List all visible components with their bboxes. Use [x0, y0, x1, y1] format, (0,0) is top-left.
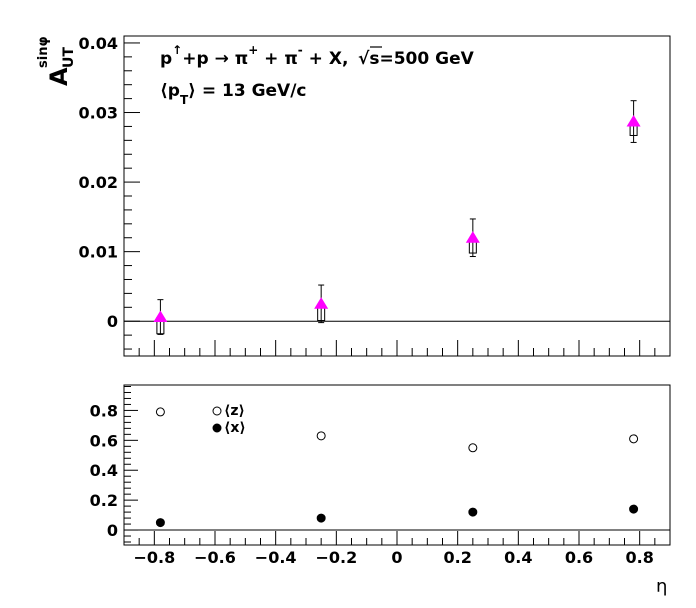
bottom-data-marks [155, 407, 639, 528]
bottom-y-tick-label: 0.8 [90, 401, 118, 420]
legend-label-x: ⟨x⟩ [224, 420, 246, 436]
top-data-marks [153, 100, 641, 335]
x-tick-label: 0.2 [443, 548, 471, 567]
pt-open: ⟨p [160, 81, 180, 101]
ann-mid: + π [258, 49, 298, 69]
svg-text:√s=500 GeV: √s=500 GeV [358, 49, 475, 69]
bottom-axis-ticks [123, 385, 671, 545]
data-point-x [468, 507, 478, 517]
pt-annotation: ⟨pT⟩ = 13 GeV/c [160, 81, 307, 107]
x-axis-title: η [656, 576, 667, 597]
data-point-triangle [465, 231, 480, 243]
ann-energy: s=500 GeV [369, 49, 474, 69]
top-y-tick-label: 0.01 [79, 243, 118, 262]
data-point-z [629, 434, 639, 444]
kinematics-panel: 0 0.2 0.4 0.6 0.8 −0.8 −0.6 −0.4 −0.2 0 0.2 0.4 0.6… [90, 384, 671, 597]
top-y-tick-labels: 0 0.01 0.02 0.03 0.04 [79, 34, 118, 331]
pt-close: ⟩ = 13 GeV/c [188, 81, 306, 101]
data-point-triangle [153, 310, 168, 322]
y-axis-title-sup: sinφ [36, 36, 51, 68]
legend-marker-z [212, 406, 222, 416]
bottom-y-tick-label: 0 [107, 521, 118, 540]
top-axis-ticks [123, 42, 671, 356]
data-point-z [155, 407, 165, 417]
data-point-triangle [314, 297, 329, 309]
bottom-x-tick-labels: −0.8 −0.6 −0.4 −0.2 0 0.2 0.4 0.6 0.8 [133, 548, 653, 567]
ann-tail: + X, [303, 49, 349, 69]
top-y-tick-label: 0.04 [79, 34, 118, 53]
pt-sub: T [180, 93, 189, 107]
bottom-y-tick-labels: 0 0.2 0.4 0.6 0.8 [90, 401, 118, 540]
x-tick-label: 0.6 [565, 548, 593, 567]
bottom-y-tick-label: 0.2 [90, 491, 118, 510]
data-point-x [629, 504, 639, 514]
bottom-plot-frame [123, 384, 671, 546]
data-point-z [468, 443, 478, 453]
x-tick-label: 0.8 [625, 548, 653, 567]
ann-plus-sup: + [248, 43, 258, 57]
x-tick-label: −0.8 [133, 548, 175, 567]
ann-minus-sup: - [298, 43, 303, 57]
x-tick-label: 0 [391, 548, 402, 567]
x-tick-label: −0.4 [255, 548, 297, 567]
ann-rest: +p → π [182, 49, 248, 69]
top-y-axis-title: A UT sinφ [36, 36, 77, 86]
x-tick-label: 0.4 [504, 548, 532, 567]
data-point-x [155, 518, 165, 528]
x-tick-label: −0.2 [315, 548, 357, 567]
data-point-triangle [626, 114, 641, 127]
reaction-annotation: p↑+p → π+ + π- + X, √s=500 GeV [160, 43, 475, 69]
bottom-y-tick-label: 0.6 [90, 431, 118, 450]
svg-text:⟨pT⟩ = 13 GeV/c: ⟨pT⟩ = 13 GeV/c [160, 81, 307, 107]
top-y-tick-label: 0.03 [79, 104, 118, 123]
ann-p: p [160, 49, 172, 69]
y-axis-title-sub: UT [61, 47, 77, 68]
legend: ⟨z⟩ ⟨x⟩ [212, 403, 246, 436]
svg-text:p↑+p → π+ + π- + X,: p↑+p → π+ + π- + X, [160, 43, 348, 69]
top-y-tick-label: 0 [107, 312, 118, 331]
top-y-tick-label: 0.02 [79, 173, 118, 192]
y-axis-title-A: A [45, 67, 73, 86]
legend-marker-x [212, 423, 222, 433]
ann-arrow-up: ↑ [172, 43, 182, 57]
ann-sqrt: √ [358, 49, 370, 69]
legend-label-z: ⟨z⟩ [224, 403, 245, 419]
bottom-y-tick-label: 0.4 [90, 461, 118, 480]
x-tick-label: −0.6 [194, 548, 236, 567]
data-point-z [316, 431, 326, 441]
asymmetry-panel: 0 0.01 0.02 0.03 0.04 A UT sinφ p↑+p → π+ + … [36, 34, 671, 357]
data-point-x [316, 513, 326, 523]
